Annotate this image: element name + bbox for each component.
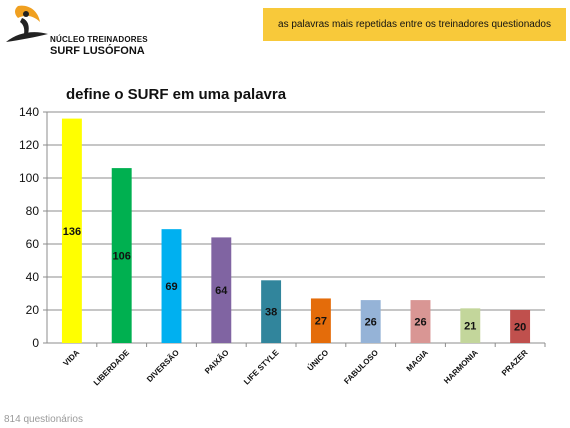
category-label-1: LIBERDADE — [92, 348, 132, 388]
footer-note: 814 questionários — [4, 414, 83, 425]
y-tick-label: 60 — [26, 237, 40, 251]
category-label-8: HARMONIA — [442, 348, 480, 386]
y-tick-label: 0 — [32, 336, 39, 350]
category-label-3: PAIXÃO — [203, 348, 231, 376]
category-label-6: FABULOSO — [342, 348, 380, 386]
chart-title: define o SURF em uma palavra — [66, 86, 287, 103]
bar-4 — [261, 280, 282, 343]
data-label-3: 64 — [215, 285, 228, 297]
category-label-0: VIDA — [61, 348, 81, 368]
logo: NÚCLEO TREINADORES SURF LUSÓFONA — [4, 4, 148, 58]
header-banner: as palavras mais repetidas entre os trei… — [263, 8, 566, 41]
category-label-7: MAGIA — [405, 348, 430, 373]
category-label-4: LIFE STYLE — [242, 348, 281, 387]
bar-0 — [61, 118, 82, 343]
logo-line2: SURF LUSÓFONA — [50, 45, 145, 57]
data-label-8: 21 — [464, 321, 476, 333]
data-label-6: 26 — [365, 317, 377, 329]
y-tick-label: 40 — [26, 270, 40, 284]
y-tick-label: 20 — [26, 303, 40, 317]
bar-8 — [460, 308, 481, 343]
bar-6 — [360, 300, 381, 343]
data-label-2: 69 — [165, 281, 177, 293]
bar-3 — [211, 237, 232, 343]
bar-1 — [111, 168, 132, 343]
y-tick-label: 140 — [19, 105, 39, 119]
y-tick-label: 100 — [19, 171, 39, 185]
data-label-9: 20 — [514, 322, 526, 334]
data-label-0: 136 — [63, 226, 81, 238]
data-label-1: 106 — [113, 251, 131, 263]
bar-7 — [410, 300, 431, 343]
data-label-4: 38 — [265, 307, 277, 319]
data-label-5: 27 — [315, 316, 327, 328]
bar-9 — [510, 310, 531, 343]
category-label-9: PRAZER — [500, 348, 530, 378]
chart-bars: 136 106 69 64 38 27 26 26 21 20 — [61, 118, 531, 343]
category-label-5: ÚNICO — [306, 348, 331, 373]
banner-text: as palavras mais repetidas entre os trei… — [278, 19, 551, 30]
category-label-2: DIVERSÃO — [145, 348, 181, 384]
surfer-logo-icon — [6, 5, 48, 42]
bar-5 — [310, 298, 331, 343]
logo-line1: NÚCLEO TREINADORES — [50, 35, 148, 44]
y-tick-label: 120 — [19, 138, 39, 152]
x-axis-labels: VIDA LIBERDADE DIVERSÃO PAIXÃO LIFE STYLE ÚNI… — [61, 343, 546, 388]
y-tick-label: 80 — [26, 204, 40, 218]
data-label-7: 26 — [414, 317, 426, 329]
bar-2 — [161, 229, 182, 343]
